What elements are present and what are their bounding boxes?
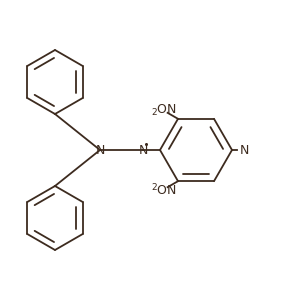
Text: N: N	[138, 143, 148, 157]
Text: O: O	[157, 103, 166, 116]
Text: N: N	[95, 143, 105, 157]
Text: O: O	[157, 184, 166, 197]
Text: 2: 2	[152, 183, 158, 192]
Text: N: N	[239, 143, 249, 157]
Text: N: N	[167, 103, 176, 116]
Text: 2: 2	[152, 108, 158, 117]
Text: N: N	[167, 184, 176, 197]
